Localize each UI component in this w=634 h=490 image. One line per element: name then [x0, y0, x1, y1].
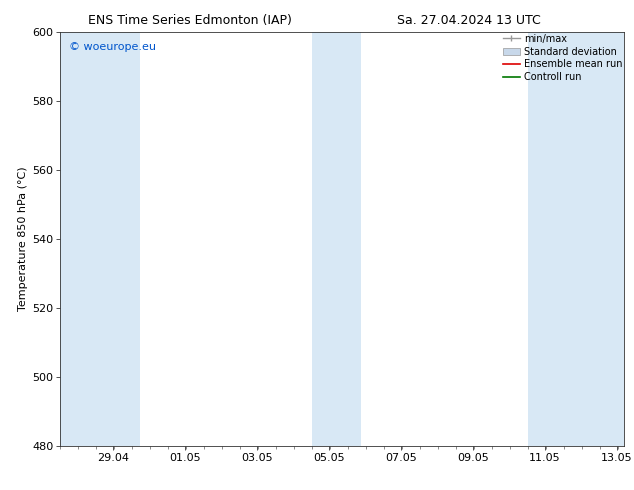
Y-axis label: Temperature 850 hPa (°C): Temperature 850 hPa (°C)	[18, 167, 28, 311]
Bar	[313, 32, 361, 446]
Text: © woeurope.eu: © woeurope.eu	[68, 42, 156, 52]
Text: ENS Time Series Edmonton (IAP): ENS Time Series Edmonton (IAP)	[88, 14, 292, 27]
Bar	[41, 32, 140, 446]
Bar	[528, 32, 624, 446]
Legend: min/max, Standard deviation, Ensemble mean run, Controll run: min/max, Standard deviation, Ensemble me…	[501, 33, 623, 83]
Text: Sa. 27.04.2024 13 UTC: Sa. 27.04.2024 13 UTC	[398, 14, 541, 27]
